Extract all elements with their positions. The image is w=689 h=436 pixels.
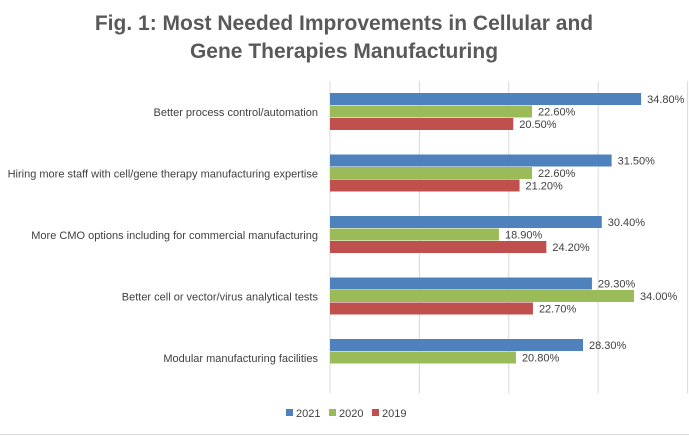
bar-2021 — [330, 339, 584, 351]
bar-2021 — [330, 277, 592, 290]
data-label-2019: 24.20% — [552, 242, 590, 254]
legend-swatch-2019 — [372, 409, 379, 416]
bar-2020 — [330, 228, 499, 241]
legend-label: 2019 — [382, 408, 406, 420]
category-label: More CMO options including for commercia… — [31, 230, 318, 242]
data-label-2021: 29.30% — [598, 279, 636, 291]
bar-2019 — [330, 118, 514, 130]
data-label-2019: 22.70% — [539, 304, 577, 316]
chart-title-line-2: Gene Therapies Manufacturing — [190, 40, 498, 63]
bar-2020 — [330, 351, 516, 364]
data-label-2021: 30.40% — [608, 217, 646, 229]
bar-2020 — [330, 290, 634, 302]
data-label-2019: 21.20% — [526, 181, 564, 193]
data-label-2021: 28.30% — [589, 340, 627, 352]
bar-2019 — [330, 302, 533, 315]
data-label-2020: 22.60% — [538, 107, 576, 119]
chart-title-line-1: Fig. 1: Most Needed Improvements in Cell… — [95, 12, 593, 35]
bar-2019 — [330, 241, 547, 253]
category-label: Hiring more staff with cell/gene therapy… — [8, 168, 318, 180]
bar-2021 — [330, 216, 602, 228]
legend-label: 2021 — [296, 408, 320, 420]
legend-swatch-2021 — [286, 409, 293, 416]
category-label: Modular manufacturing facilities — [163, 353, 318, 365]
legend-swatch-2020 — [329, 409, 336, 416]
bar-2021 — [330, 93, 642, 105]
bar-2019 — [330, 179, 520, 192]
legend-label: 2020 — [339, 408, 363, 420]
bar-2020 — [330, 167, 533, 179]
category-label: Better process control/automation — [154, 107, 318, 119]
data-label-2021: 31.50% — [618, 156, 656, 168]
bar-2021 — [330, 154, 612, 167]
data-label-2020: 34.00% — [640, 291, 678, 303]
data-label-2019: 20.50% — [519, 119, 557, 131]
data-label-2020: 18.90% — [505, 230, 543, 242]
data-label-2020: 22.60% — [538, 168, 576, 180]
bar-2020 — [330, 105, 533, 118]
category-label: Better cell or vector/virus analytical t… — [122, 291, 319, 303]
data-label-2021: 34.80% — [647, 94, 685, 106]
data-label-2020: 20.80% — [522, 353, 560, 365]
